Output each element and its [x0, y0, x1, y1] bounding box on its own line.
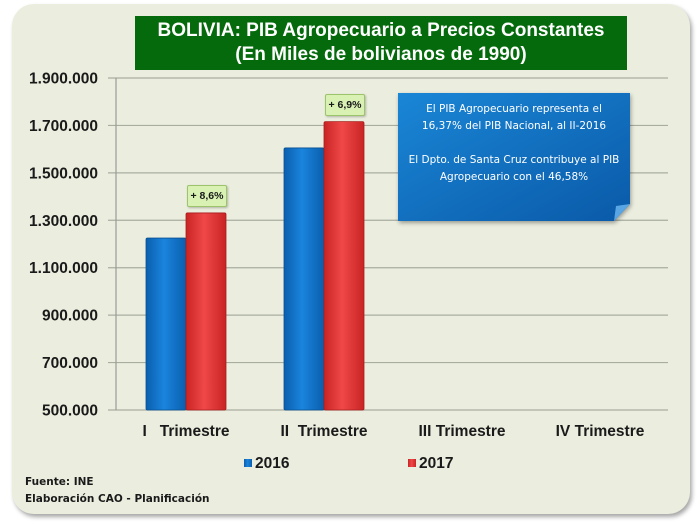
x-category-label: IV Trimestre: [556, 423, 645, 440]
legend-label-2016: 2016: [255, 455, 290, 472]
legend-swatch-2016: [244, 459, 252, 467]
y-axis-ticks: 500.000 700.000 900.000 1.100.000 1.300.000 1…: [29, 71, 98, 420]
bars: [145, 121, 365, 411]
y-tick-label: 1.300.000: [29, 213, 98, 230]
footer: Fuente: INE Elaboración CAO - Planificac…: [25, 474, 210, 508]
y-tick-label: 1.500.000: [29, 165, 98, 182]
chart-title: BOLIVIA: PIB Agropecuario a Precios Cons…: [157, 20, 605, 41]
x-category-label: II Trimestre: [280, 423, 367, 440]
x-category-label: I Trimestre: [142, 423, 229, 440]
credit-note: Elaboración CAO - Planificación: [25, 493, 210, 505]
y-tick-label: 500.000: [42, 403, 98, 420]
chart-title-box: BOLIVIA: PIB Agropecuario a Precios Cons…: [135, 16, 627, 70]
y-tick-label: 1.700.000: [29, 118, 98, 135]
legend-label-2017: 2017: [419, 455, 453, 472]
bar-2017-q1: [185, 212, 227, 411]
growth-badge: + 8,6%: [187, 184, 227, 207]
callout-line-3: El Dpto. de Santa Cruz contribuye al PIB: [408, 154, 620, 166]
callout-shape: [398, 93, 630, 221]
callout-fold: [614, 204, 630, 221]
y-tick-label: 700.000: [42, 355, 98, 372]
callout-line-4: Agropecuario con el 46,58%: [439, 171, 589, 183]
bar-2016-q2: [283, 147, 325, 411]
legend: 2016 2017: [244, 455, 453, 472]
source-note: Fuente: INE: [25, 476, 94, 488]
callout-line-2: 16,37% del PIB Nacional, al II-2016: [421, 120, 607, 132]
y-tick-label: 900.000: [42, 308, 98, 325]
y-tick-label: 1.900.000: [29, 71, 98, 88]
callout-line-1: El PIB Agropecuario representa el: [426, 103, 602, 115]
callout-box: El PIB Agropecuario representa el 16,37%…: [398, 101, 630, 186]
bar-2017-q2: [323, 121, 365, 411]
growth-badge: + 6,9%: [325, 93, 365, 116]
chart-subtitle: (En Miles de bolivianos de 1990): [235, 44, 527, 65]
bar-2016-q1: [145, 237, 187, 411]
y-tick-label: 1.100.000: [29, 260, 98, 277]
x-axis-categories: I Trimestre II Trimestre III Trimestre IV T…: [142, 423, 644, 440]
legend-swatch-2017: [408, 459, 416, 467]
x-category-label: III Trimestre: [418, 423, 505, 440]
